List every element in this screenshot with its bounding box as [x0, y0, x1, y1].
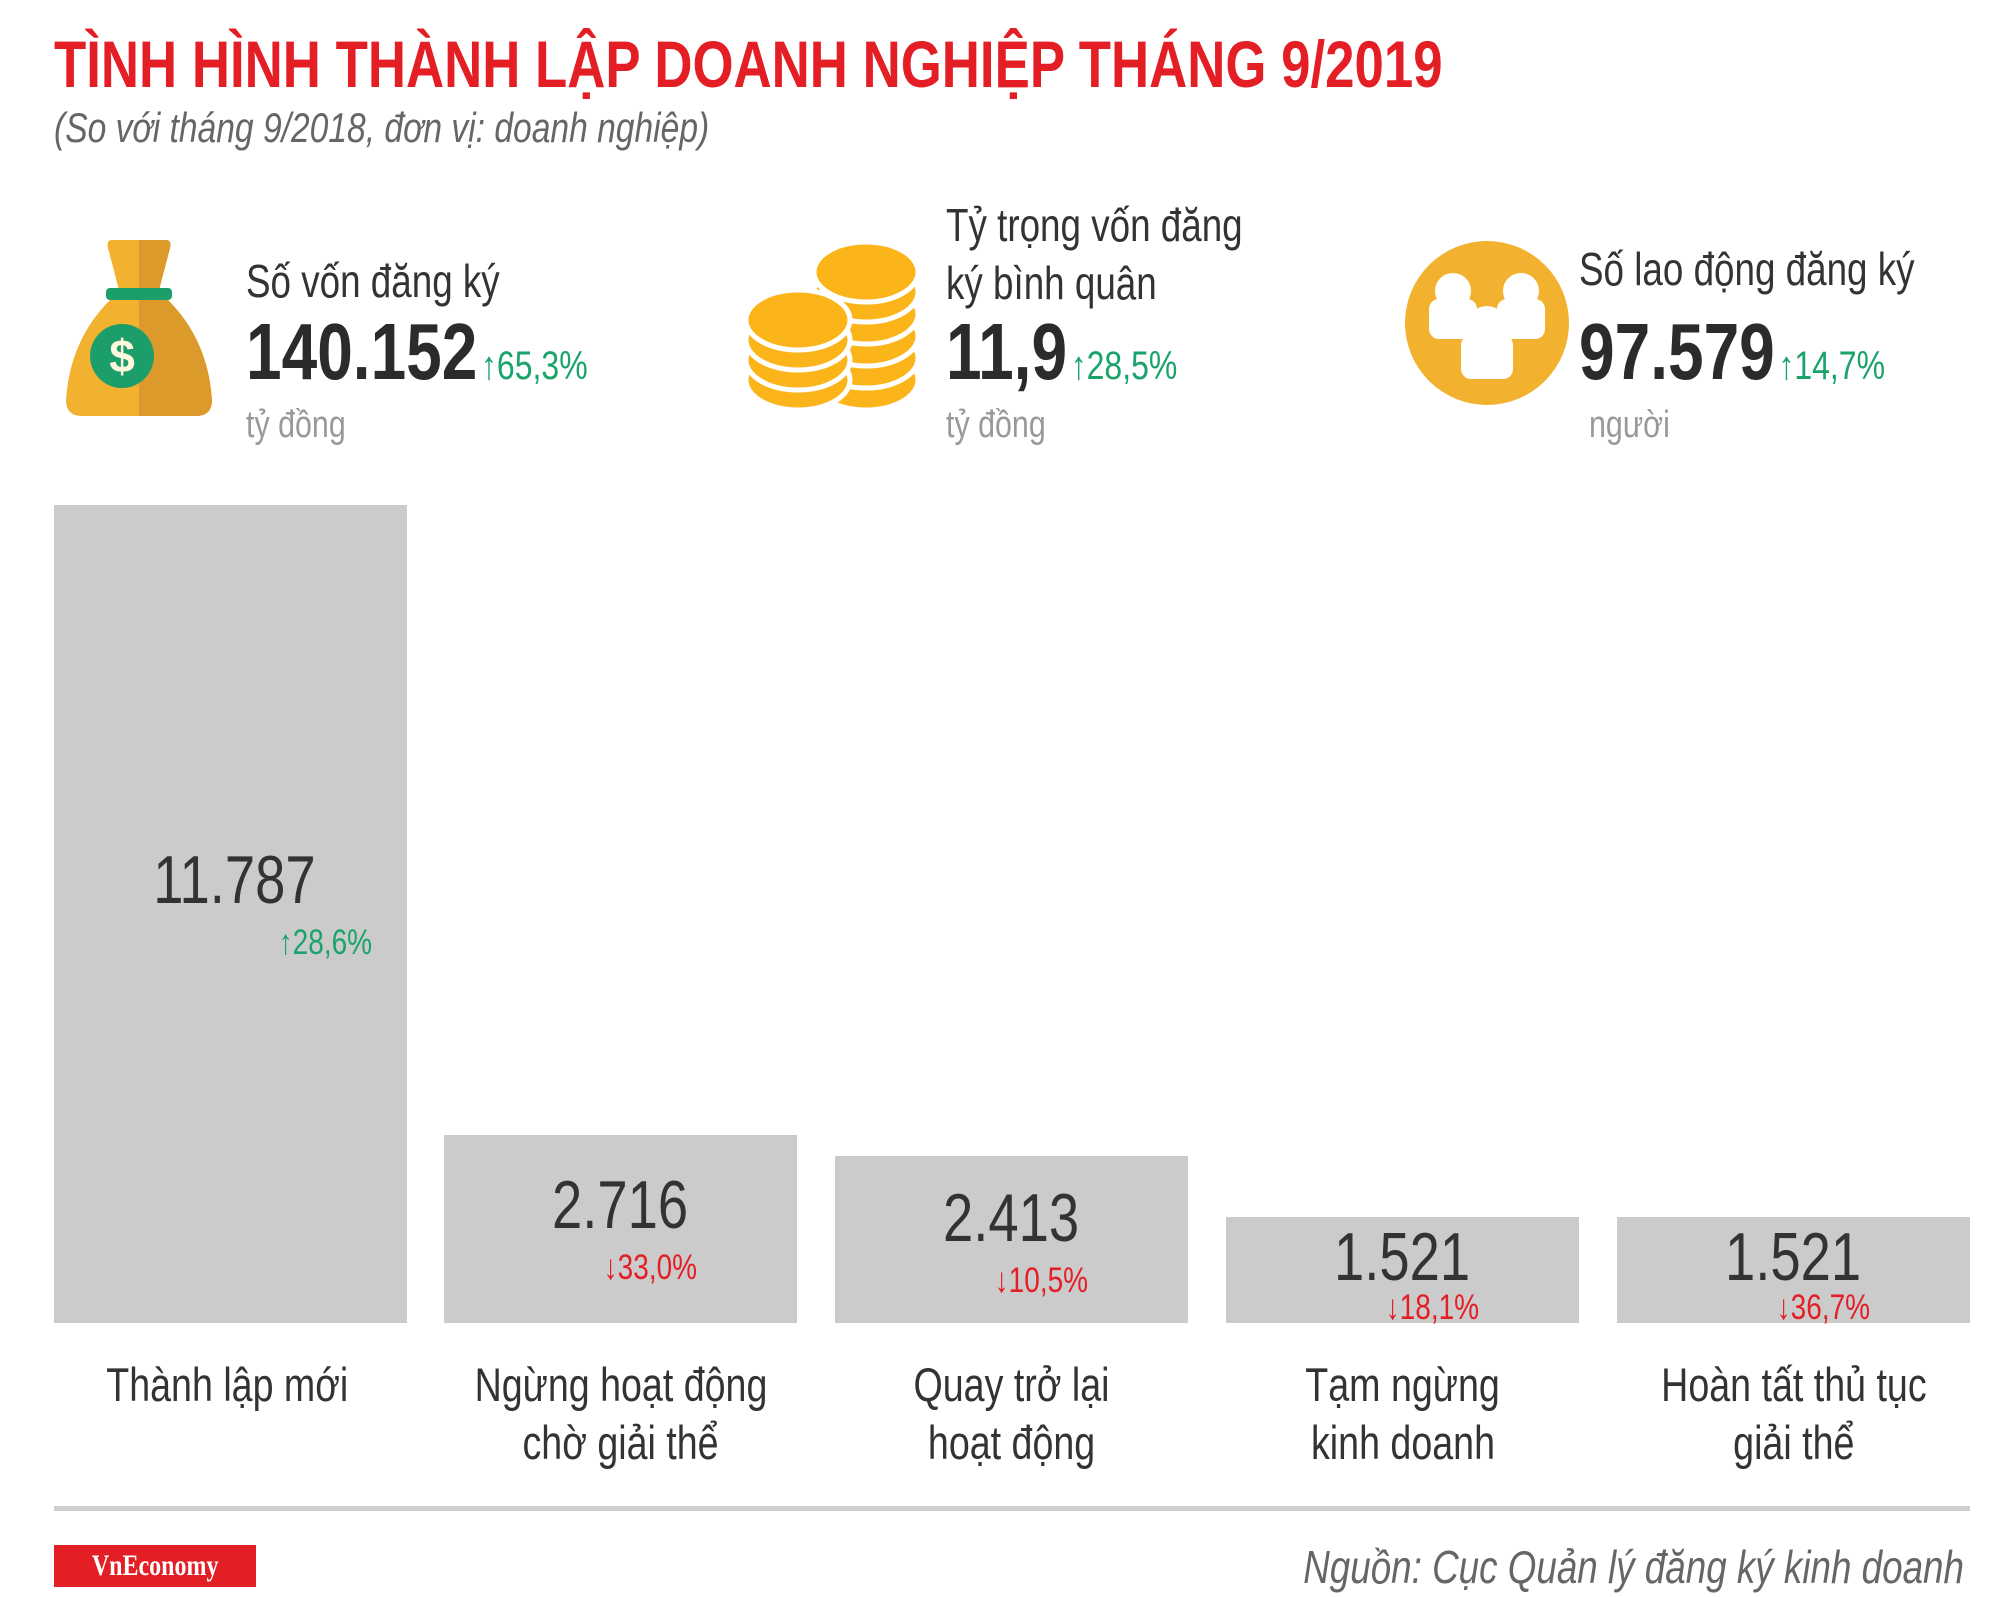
kpi-capital-label: Số vốn đăng ký: [246, 255, 500, 307]
category-label: Thành lập mới: [106, 1358, 349, 1411]
svg-text:$: $: [109, 330, 135, 382]
category-label: Ngừng hoạt động chờ giải thể: [474, 1358, 767, 1469]
category-label: Quay trở lại hoạt động: [913, 1358, 1110, 1469]
bar-value-label: 1.521: [1334, 1218, 1471, 1295]
coins-icon: [744, 240, 920, 413]
page-title: TÌNH HÌNH THÀNH LẬP DOANH NGHIỆP THÁNG 9…: [54, 27, 1443, 101]
bar: [1226, 1217, 1579, 1323]
bar-value-label: 2.413: [943, 1180, 1080, 1257]
source-note: Nguồn: Cục Quản lý đăng ký kinh doanh: [1303, 1541, 1964, 1593]
kpi-labor-change: ↑14,7%: [1778, 344, 1886, 388]
kpi-avg-capital-value: 11,9: [946, 307, 1068, 396]
people-icon: [1405, 241, 1569, 405]
bar-value-label: 2.716: [552, 1167, 689, 1244]
bar-value-label: 1.521: [1725, 1218, 1862, 1295]
kpi-avg-capital-value-row: 11,9 ↑28,5%: [946, 306, 1235, 398]
bar: [1617, 1217, 1970, 1323]
page-subtitle: (So với tháng 9/2018, đơn vị: doanh nghi…: [54, 104, 710, 151]
bar: [444, 1134, 797, 1323]
bar-value-label: 11.787: [152, 842, 316, 919]
kpi-labor-label: Số lao động đăng ký: [1579, 243, 1915, 295]
kpi-capital-unit: tỷ đồng: [246, 404, 346, 446]
kpi-capital-value: 140.152: [246, 307, 478, 396]
bar-change-label: ↓36,7%: [1776, 1287, 1871, 1327]
kpi-avg-capital-unit: tỷ đồng: [946, 404, 1046, 446]
bar-change-label: ↑28,6%: [278, 923, 373, 963]
kpi-labor-unit: người: [1589, 404, 1670, 446]
vneconomy-logo: VnEconomy: [54, 1545, 256, 1587]
bar-change-label: ↓10,5%: [994, 1261, 1089, 1301]
kpi-labor-value-row: 97.579 ↑14,7%: [1579, 306, 1962, 398]
kpi-avg-capital-change: ↑28,5%: [1070, 344, 1178, 388]
kpi-capital-value-row: 140.152 ↑65,3%: [246, 306, 673, 398]
bar: [835, 1155, 1188, 1323]
category-label: Tạm ngừng kinh doanh: [1305, 1358, 1500, 1469]
kpi-capital-change: ↑65,3%: [480, 344, 588, 388]
category-label: Hoàn tất thủ tục giải thể: [1660, 1358, 1927, 1469]
bar: [54, 505, 407, 1323]
kpi-avg-capital-label: Tỷ trọng vốn đăng ký bình quân: [946, 199, 1243, 309]
money-bag-icon: $: [66, 240, 212, 416]
bar-change-label: ↓33,0%: [603, 1248, 698, 1288]
bar-change-label: ↓18,1%: [1385, 1287, 1480, 1327]
kpi-labor-value: 97.579: [1579, 307, 1775, 396]
divider: [54, 1506, 1970, 1511]
